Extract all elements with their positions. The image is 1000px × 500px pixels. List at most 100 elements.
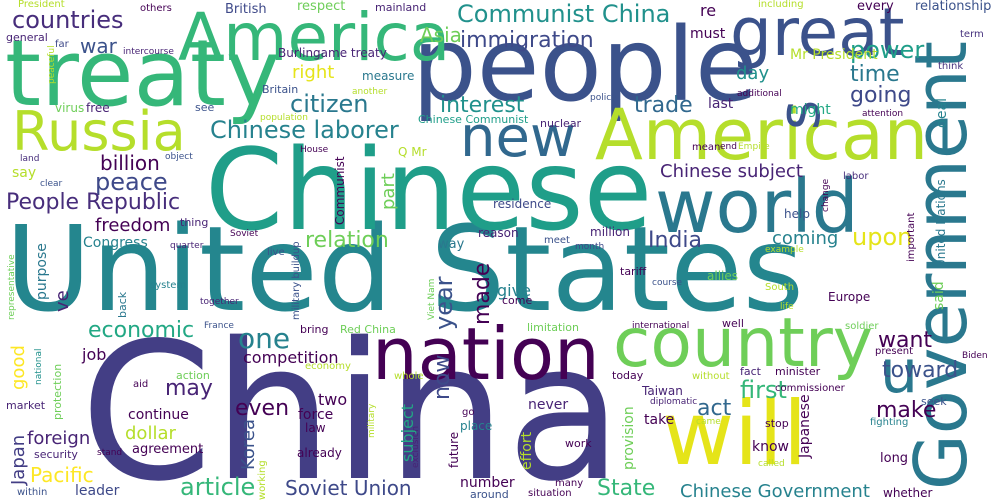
word-others: others xyxy=(140,3,172,14)
word-trade: trade xyxy=(634,93,693,118)
word-soviet: Soviet xyxy=(230,229,259,239)
word-action: action xyxy=(176,369,210,382)
word-british: British xyxy=(225,2,267,17)
word-nation: nation xyxy=(372,312,600,396)
word-china: China xyxy=(80,302,623,500)
word-future: future xyxy=(447,431,461,468)
word-may: may xyxy=(165,376,213,401)
word-deal: deal xyxy=(934,98,950,128)
word-representative: representative xyxy=(7,254,17,320)
word-said: said xyxy=(931,281,947,310)
word-military: military xyxy=(367,403,377,438)
word-attention: attention xyxy=(862,109,904,119)
word-including: including xyxy=(758,0,804,10)
word-stand: stand xyxy=(97,448,123,458)
word-course: course xyxy=(652,278,683,288)
word-stop: stop xyxy=(765,417,789,430)
word-say: say xyxy=(12,165,37,181)
word-made: made xyxy=(470,262,495,325)
word-united-states: United States xyxy=(5,200,805,338)
word-u: u xyxy=(880,337,919,407)
word-re: re xyxy=(700,1,717,20)
word-congress: Congress xyxy=(83,235,148,251)
word-red-china: Red China xyxy=(340,323,396,336)
word-people: people xyxy=(412,6,758,125)
word-people-republic: People Republic xyxy=(6,190,181,215)
word-q-mr: Q Mr xyxy=(398,145,427,159)
word-quarter: quarter xyxy=(170,241,204,251)
word-coming: coming xyxy=(772,228,839,249)
word-called: called xyxy=(758,459,785,469)
word-fighting: fighting xyxy=(870,417,909,428)
word-world: world xyxy=(655,164,859,250)
word-whole: whole xyxy=(394,371,424,382)
word-every: every xyxy=(857,0,894,14)
word-came: came xyxy=(696,417,721,427)
word-going: going xyxy=(850,83,912,108)
word-relationship: relationship xyxy=(915,0,992,14)
word-immigration: immigration xyxy=(460,28,594,53)
word-empire: Empire xyxy=(738,142,770,152)
word-many: many xyxy=(555,478,584,489)
word-already: already xyxy=(297,446,342,460)
word-france: France xyxy=(204,321,234,331)
word-far: far xyxy=(55,39,69,50)
word-soldier: soldier xyxy=(845,321,879,332)
word-object: object xyxy=(165,152,193,162)
word-make: make xyxy=(876,398,937,423)
word-state: State xyxy=(597,476,656,500)
word-another: another xyxy=(352,87,388,97)
word-upon: upon xyxy=(852,223,913,251)
word-united-nations: United Nations xyxy=(934,179,948,268)
word-peace: peace xyxy=(95,168,168,196)
word-way: way xyxy=(438,237,465,252)
word-russia: Russia xyxy=(12,100,186,163)
word-continue: continue xyxy=(128,407,189,423)
word-house: House xyxy=(300,145,329,155)
word-japanese: Japanese xyxy=(797,394,813,458)
word-give: give xyxy=(497,281,531,300)
word-act: act xyxy=(697,396,732,421)
word-general: general xyxy=(6,31,48,44)
word-burlingame-treaty: Burlingame treaty xyxy=(278,46,387,60)
word-chinese: Chinese xyxy=(205,126,653,256)
word-seek: seek xyxy=(921,395,947,408)
word-subject: subject xyxy=(398,404,417,462)
word-well: well xyxy=(722,317,744,330)
word-leader: leader xyxy=(75,483,120,499)
word-might: might xyxy=(790,102,831,118)
word-today: today xyxy=(612,369,644,382)
word-chinese-communist: Chinese Communist xyxy=(418,113,529,126)
word-meet: meet xyxy=(544,235,570,246)
word-britain: Britain xyxy=(262,83,299,96)
word-great: great xyxy=(730,0,905,71)
word-help: help xyxy=(784,207,810,221)
word-international: international xyxy=(632,321,690,331)
word-together: together xyxy=(200,297,239,307)
word-interest: interest xyxy=(440,93,525,118)
word-change: change xyxy=(821,178,831,212)
word-military-buildup: military buildup xyxy=(291,241,302,320)
word-must: must xyxy=(690,26,726,42)
word-right: right xyxy=(292,62,335,83)
word-residence: residence xyxy=(493,197,552,211)
word-nuclear: nuclear xyxy=(540,117,582,130)
word-population: population xyxy=(260,113,308,123)
word-national: national xyxy=(34,348,44,385)
word-job: job xyxy=(82,345,107,364)
word-minister: minister xyxy=(775,365,821,378)
word-mainland: mainland xyxy=(375,1,427,14)
word-billion: billion xyxy=(100,151,160,175)
word-labor: labor xyxy=(843,171,869,182)
word-provision: provision xyxy=(621,406,637,470)
word-free: free xyxy=(86,101,110,115)
word-measure: measure xyxy=(362,69,415,83)
word-even: even xyxy=(235,396,290,421)
word-president: President xyxy=(18,0,65,10)
word-one: one xyxy=(238,322,291,355)
word-chinese-subject: Chinese subject xyxy=(660,161,803,182)
word-bring: bring xyxy=(300,323,329,336)
word-live: live xyxy=(267,247,285,258)
word-pacific: Pacific xyxy=(30,463,94,487)
